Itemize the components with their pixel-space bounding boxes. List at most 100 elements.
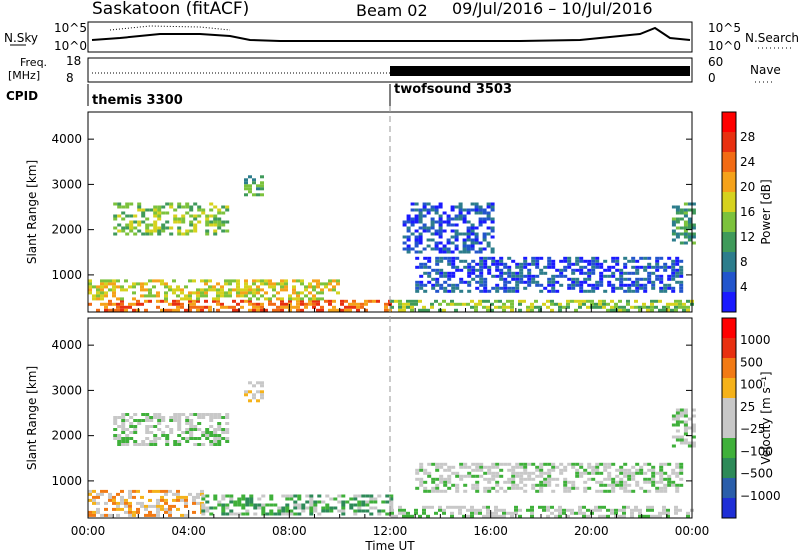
echo-cell (129, 214, 134, 218)
echo-cell (450, 217, 455, 221)
echo-cell (332, 285, 336, 289)
echo-cell (687, 202, 692, 206)
echo-cell (567, 489, 572, 493)
echo-cell (244, 184, 248, 188)
echo-cell (169, 226, 174, 230)
echo-cell (442, 229, 447, 233)
echo-cell (398, 511, 402, 515)
echo-cell (675, 417, 680, 421)
echo-cell (144, 308, 148, 312)
echo-cell (248, 175, 252, 179)
echo-cell (168, 510, 172, 514)
echo-cell (385, 494, 390, 498)
echo-cell (252, 291, 256, 295)
echo-cell (312, 302, 316, 306)
echo-cell (474, 305, 478, 309)
echo-cell (555, 483, 560, 487)
echo-cell (675, 217, 680, 221)
echo-cell (607, 477, 612, 481)
echo-cell (128, 302, 132, 306)
echo-cell (260, 390, 264, 394)
echo-cell (410, 223, 415, 227)
echo-cell (288, 297, 292, 301)
echo-cell (435, 259, 440, 263)
echo-cell (185, 422, 190, 425)
echo-cell (451, 271, 456, 275)
echo-cell (526, 308, 530, 312)
echo-cell (675, 435, 680, 439)
echo-cell (459, 465, 464, 469)
echo-cell (671, 286, 676, 290)
echo-cell (579, 283, 584, 287)
echo-cell (124, 305, 128, 309)
echo-cell (507, 286, 512, 290)
echo-cell (145, 413, 150, 416)
echo-cell (120, 507, 124, 511)
echo-cell (458, 202, 463, 206)
echo-cell (189, 428, 194, 431)
echo-cell (666, 508, 670, 512)
echo-cell (204, 299, 208, 303)
echo-cell (252, 308, 256, 312)
echo-cell (141, 440, 146, 443)
echo-cell (177, 205, 182, 209)
echo-cell (364, 302, 368, 306)
echo-cell (507, 256, 512, 260)
echo-cell (228, 294, 232, 298)
echo-cell (563, 274, 568, 278)
echo-cell (256, 193, 260, 197)
echo-cell (121, 422, 126, 425)
echo-cell (256, 285, 260, 289)
echo-cell (430, 247, 435, 251)
echo-cell (483, 259, 488, 263)
echo-cell (320, 288, 324, 292)
echo-cell (583, 259, 588, 263)
echo-cell (438, 505, 442, 509)
echo-cell (120, 302, 124, 306)
echo-cell (233, 500, 238, 504)
echo-cell (618, 299, 622, 303)
echo-cell (426, 244, 431, 248)
echo-cell (674, 508, 678, 512)
echo-cell (646, 305, 650, 309)
echo-cell (595, 280, 600, 284)
echo-cell (248, 190, 252, 194)
echo-cell (193, 214, 198, 218)
echo-cell (201, 503, 206, 507)
echo-cell (422, 223, 427, 227)
echo-cell (511, 465, 516, 469)
echo-cell (622, 511, 626, 515)
freq-tick-bottom: 8 (66, 71, 74, 85)
echo-cell (519, 474, 524, 478)
echo-cell (165, 434, 170, 437)
echo-cell (627, 271, 632, 275)
echo-cell (655, 480, 660, 484)
echo-cell (495, 268, 500, 272)
echo-cell (470, 305, 474, 309)
echo-cell (463, 465, 468, 469)
echo-cell (463, 474, 468, 478)
echo-cell (491, 477, 496, 481)
echo-cell (438, 220, 443, 224)
echo-cell (619, 286, 624, 290)
echo-cell (618, 508, 622, 512)
echo-cell (442, 508, 446, 512)
echo-cell (325, 506, 330, 510)
echo-cell (583, 468, 588, 472)
echo-cell (459, 289, 464, 293)
echo-cell (511, 471, 516, 475)
echo-cell (647, 274, 652, 278)
echo-cell (117, 416, 122, 419)
echo-cell (550, 299, 554, 303)
echo-cell (579, 462, 584, 466)
freq-panel: Freq. [MHz] 18 8 60 0 Nave (8, 54, 781, 85)
echo-cell (671, 277, 676, 281)
echo-cell (442, 299, 446, 303)
echo-cell (208, 279, 212, 283)
echo-cell (659, 277, 664, 281)
echo-cell (172, 279, 176, 283)
echo-cell (530, 508, 534, 512)
echo-cell (595, 286, 600, 290)
echo-cell (181, 437, 186, 440)
echo-cell (248, 297, 252, 301)
